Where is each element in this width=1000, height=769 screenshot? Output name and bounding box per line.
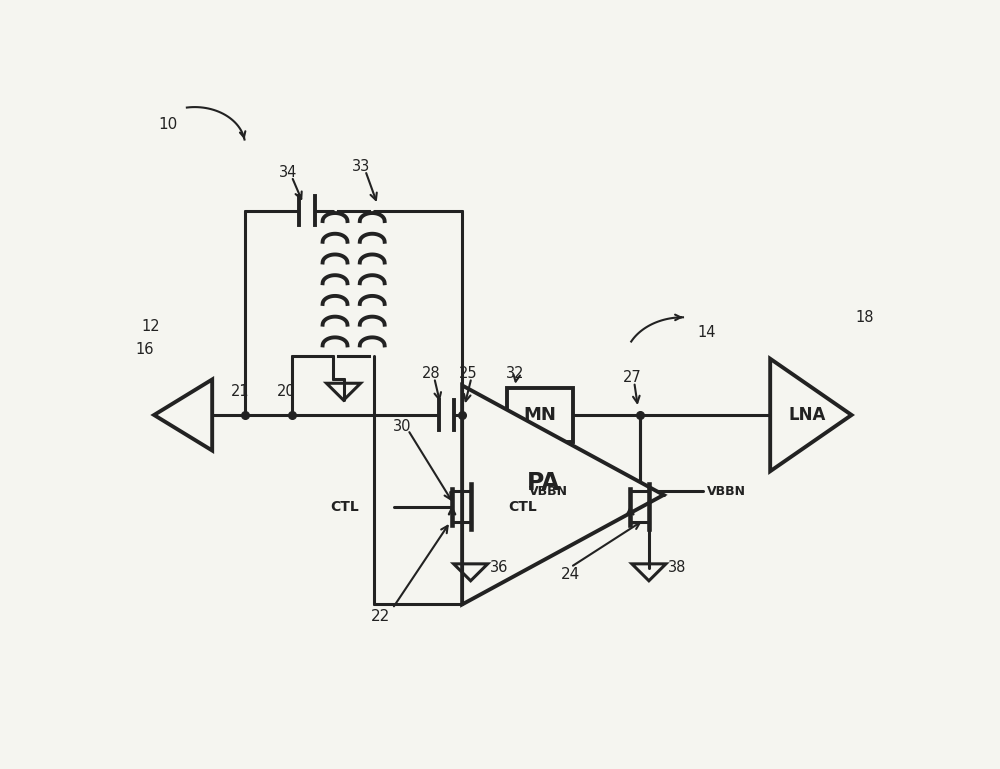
Text: LNA: LNA xyxy=(788,406,826,424)
Text: VBBN: VBBN xyxy=(529,485,568,498)
Polygon shape xyxy=(462,385,664,604)
Text: CTL: CTL xyxy=(509,500,537,514)
Text: 10: 10 xyxy=(158,118,177,132)
Text: 20: 20 xyxy=(277,384,296,399)
Text: 33: 33 xyxy=(352,158,370,174)
Text: 34: 34 xyxy=(279,165,297,180)
Text: 12: 12 xyxy=(141,318,160,334)
Text: 16: 16 xyxy=(135,342,154,358)
Text: 18: 18 xyxy=(856,310,874,325)
Text: 36: 36 xyxy=(490,561,508,575)
Text: 24: 24 xyxy=(561,568,580,582)
Text: 22: 22 xyxy=(371,609,390,624)
Text: 30: 30 xyxy=(393,419,412,434)
Text: 25: 25 xyxy=(459,366,478,381)
Text: 32: 32 xyxy=(506,366,524,381)
Polygon shape xyxy=(154,379,212,451)
Text: 28: 28 xyxy=(422,366,440,381)
Polygon shape xyxy=(770,358,852,471)
Text: 27: 27 xyxy=(623,370,642,385)
Text: VBBN: VBBN xyxy=(707,485,746,498)
Bar xyxy=(507,388,573,441)
Text: 14: 14 xyxy=(697,325,716,340)
Text: 21: 21 xyxy=(230,384,249,399)
Text: 38: 38 xyxy=(668,561,687,575)
Text: PA: PA xyxy=(527,471,560,495)
Text: CTL: CTL xyxy=(330,500,359,514)
Text: MN: MN xyxy=(523,406,556,424)
